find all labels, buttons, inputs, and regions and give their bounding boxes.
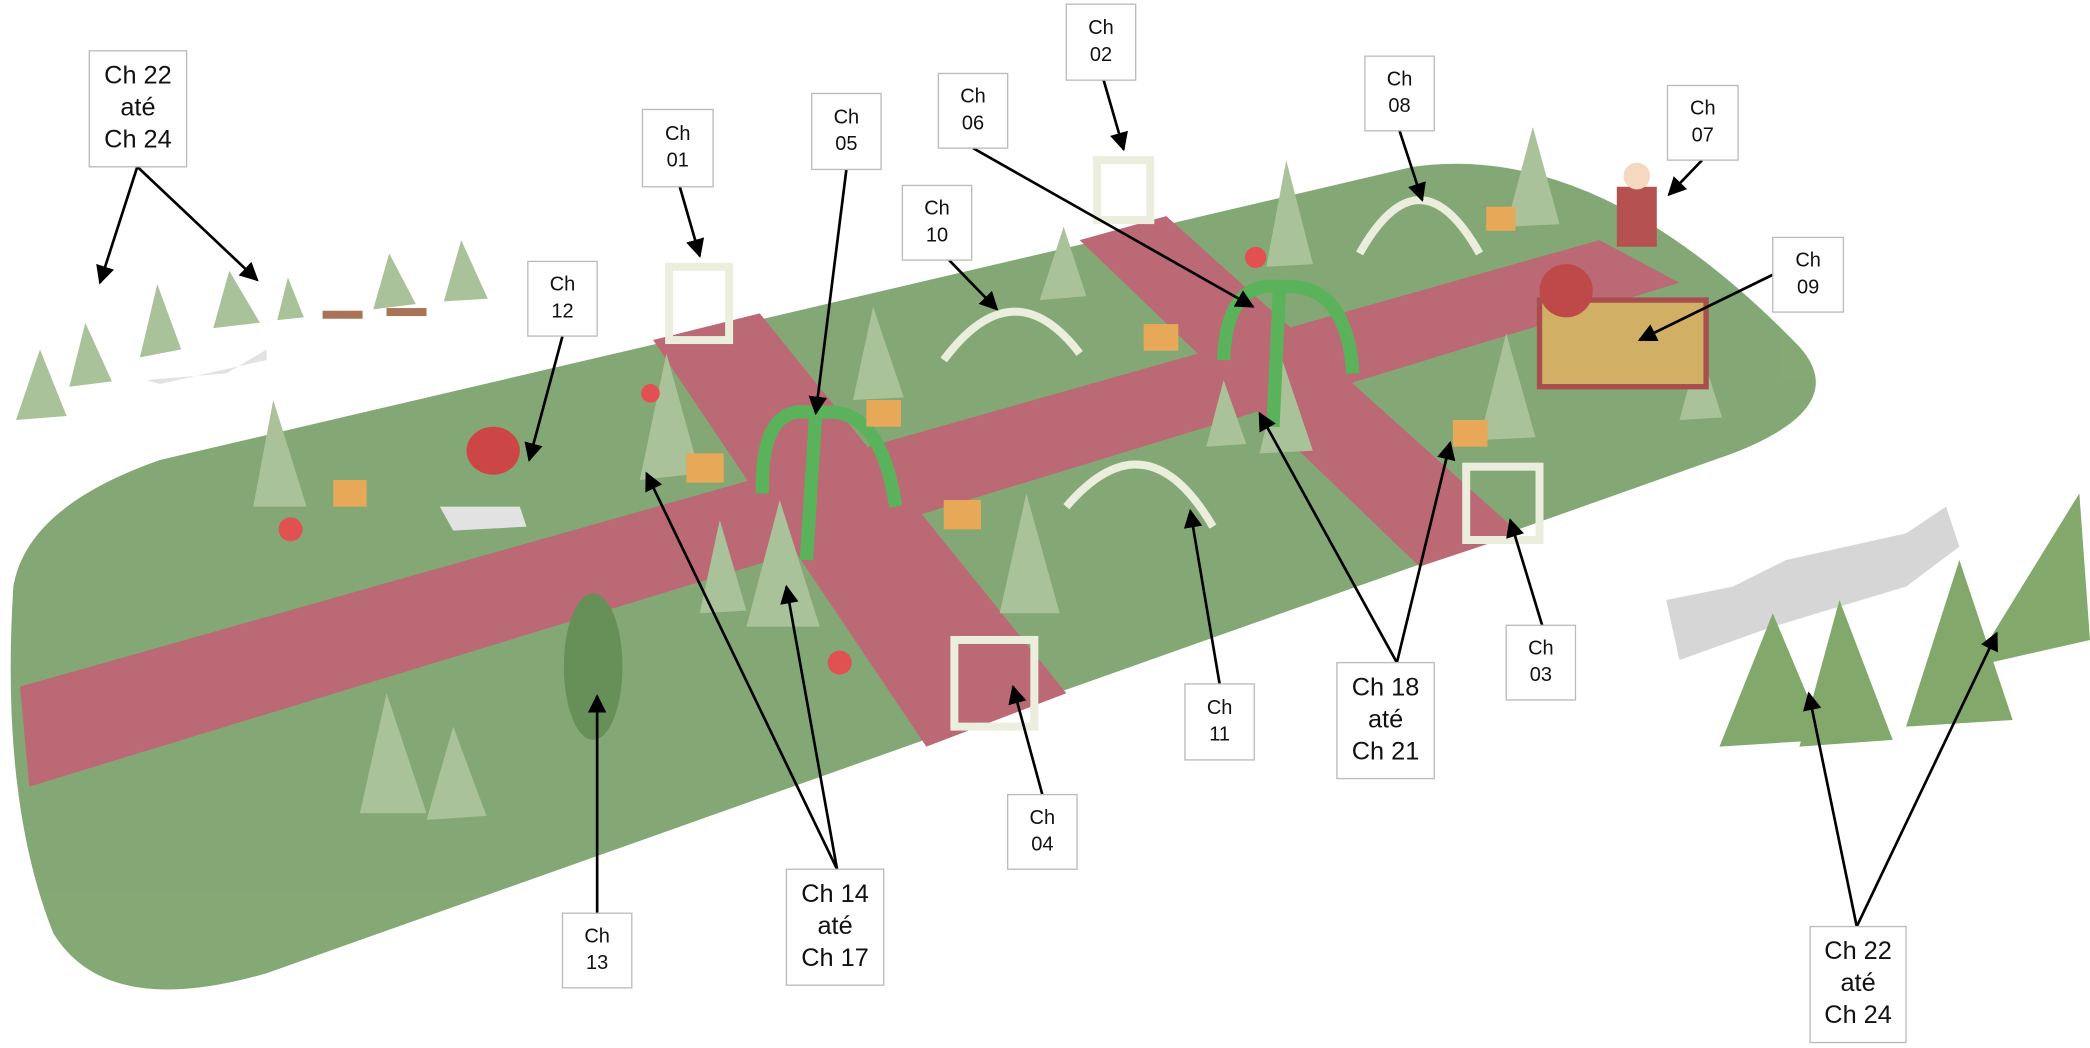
label-text: 12 [551, 300, 573, 322]
callout: Ch 22 até Ch 24 [1803, 631, 1998, 1044]
callout: Ch 07 [1666, 84, 1739, 197]
label-box [1772, 236, 1845, 313]
label-text: Ch [924, 198, 950, 220]
label-text: Ch [1690, 98, 1716, 120]
label-box [1184, 683, 1255, 761]
label-box [811, 92, 882, 171]
label-text: 10 [926, 224, 948, 246]
label-text: 09 [1797, 276, 1819, 298]
label-text: até [1840, 969, 1875, 997]
arrow [1667, 159, 1704, 197]
label-text: 02 [1090, 44, 1112, 66]
label-text: Ch 24 [1824, 1001, 1892, 1029]
arrow [1803, 691, 1859, 927]
label-text: 11 [1209, 724, 1230, 746]
arrow [678, 186, 705, 258]
label-text: Ch [1207, 697, 1233, 719]
callout: Ch 05 [808, 92, 882, 416]
trees [15, 126, 1723, 820]
label-text: Ch [1030, 807, 1056, 829]
label-box [1364, 55, 1435, 132]
arrow [972, 146, 1255, 308]
arrow [524, 335, 564, 462]
arrow [96, 166, 139, 285]
label-box [1336, 661, 1435, 780]
arrow [948, 259, 999, 311]
label-box [1007, 793, 1078, 870]
callout: Ch 10 [901, 184, 999, 311]
callout: Ch 08 [1364, 55, 1435, 202]
label-text: Ch [960, 86, 986, 108]
label-text: até [1368, 705, 1403, 733]
label-text: 06 [962, 112, 984, 134]
callout: Ch 12 [524, 260, 598, 462]
label-text: até [817, 912, 852, 940]
callout: Ch 13 [561, 694, 633, 989]
label-box [641, 108, 714, 188]
props [146, 162, 2090, 747]
label-text: até [120, 93, 155, 121]
label-box [937, 72, 1009, 149]
label-box [1666, 84, 1739, 161]
label-text: Ch 14 [801, 880, 869, 908]
callout: Ch 09 [1637, 236, 1845, 342]
label-text: 01 [667, 150, 689, 172]
label-text: Ch 17 [801, 944, 869, 972]
label-text: Ch [550, 274, 576, 296]
callout: Ch 03 [1505, 518, 1577, 701]
label-text: 13 [586, 952, 608, 974]
label-text: Ch 18 [1352, 673, 1420, 701]
arrow [808, 169, 848, 416]
label-text: Ch [584, 925, 610, 947]
label-text: Ch [1795, 250, 1821, 272]
callout: Ch 04 [1007, 684, 1078, 870]
label-text: Ch 21 [1352, 737, 1420, 765]
arrow [1258, 411, 1399, 664]
callout: Ch 02 [1065, 3, 1137, 152]
label-text: 04 [1031, 834, 1053, 856]
label-text: Ch [834, 106, 860, 128]
label-box [785, 868, 885, 986]
label-text: 07 [1692, 124, 1714, 146]
arrow [1008, 684, 1044, 795]
callout: Ch 06 [937, 72, 1255, 308]
callouts: Ch 22 até Ch 24 Ch 01 Ch 05 Ch 10 Ch 06 Ch 02 Ch 08 Ch 0… [88, 3, 1998, 1044]
label-text: Ch 22 [104, 61, 172, 89]
callout: Ch 22 até Ch 24 [88, 50, 259, 285]
arrow [136, 165, 259, 282]
label-box [1065, 3, 1137, 81]
arrow [1102, 79, 1128, 152]
label-text: Ch [1528, 638, 1554, 660]
callout: Ch 11 [1183, 508, 1255, 761]
label-text: 08 [1388, 95, 1410, 117]
label-text: 03 [1530, 664, 1552, 686]
arrow [1506, 518, 1544, 626]
callout: Ch 18 até Ch 21 [1258, 411, 1456, 780]
label-box [1505, 624, 1577, 701]
label-box [1809, 925, 1907, 1044]
label-text: Ch [1088, 17, 1114, 39]
arrow [1183, 508, 1221, 685]
label-text: Ch 22 [1824, 937, 1892, 965]
label-text: Ch [1387, 68, 1413, 90]
arrow [1398, 130, 1426, 202]
arrow [1855, 631, 1998, 928]
light-arches [665, 156, 1544, 731]
arrow [780, 584, 839, 870]
label-box [901, 184, 973, 261]
label-text: Ch 24 [104, 125, 172, 153]
scene [10, 126, 2090, 990]
label-box [88, 50, 188, 168]
label-box [527, 260, 598, 337]
label-text: Ch [665, 123, 691, 145]
arrow [1637, 273, 1774, 342]
callout: Ch 14 até Ch 17 [645, 471, 885, 986]
callout: Ch 01 [641, 108, 714, 258]
arrow [1395, 440, 1456, 663]
road [1079, 216, 1520, 567]
arrow [645, 471, 839, 870]
label-text: 05 [835, 133, 857, 155]
label-box [561, 912, 633, 989]
